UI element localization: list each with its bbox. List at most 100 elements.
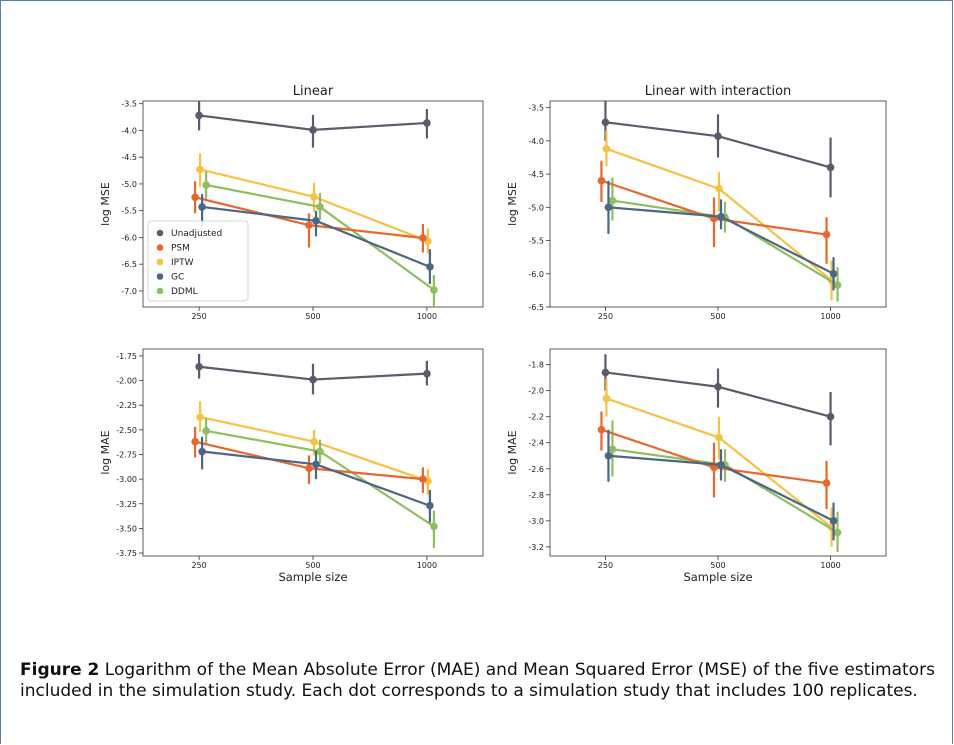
x-axis-label: Sample size [683,570,752,584]
series-ddml [202,171,438,307]
y-tick-label: -6.0 [121,233,137,242]
y-tick-label: -6.5 [121,260,137,269]
y-tick-label: -4.0 [528,137,544,146]
y-tick-label: -1.8 [528,361,544,370]
series-psm [191,426,427,493]
y-tick-label: -2.0 [528,387,544,396]
y-tick-label: -1.75 [116,352,137,361]
chart-title: Linear with interaction [645,84,792,99]
x-tick-label: 1000 [820,312,840,321]
y-tick-label: -3.50 [116,524,137,533]
y-tick-label: -2.8 [528,491,544,500]
x-tick-label: 500 [710,561,725,570]
y-tick-label: -4.5 [121,153,137,162]
series-gc [604,429,838,541]
y-tick-label: -3.25 [116,500,137,509]
data-point [195,362,203,371]
data-point [316,203,324,211]
data-point [198,203,206,211]
data-point [710,463,718,472]
figure-canvas: -3.5 -4.0 -4.5 -5.0 -5.5 -6.0 -6.5 -7.0 250 500 10… [99,84,887,584]
y-axis-label: log MAE [506,430,519,474]
chart-panel-2: -3.5 -4.0 -4.5 -5.0 -5.5 -6.0 -6.5 250 500 1000 Li… [506,84,887,321]
data-point [191,193,199,202]
series-psm [597,160,831,264]
data-point [602,394,611,403]
data-point [717,461,725,469]
data-point [202,181,210,189]
chart-title: Linear [293,84,334,99]
y-tick-label: -7.0 [121,287,137,296]
data-point [715,184,723,193]
series-gc [604,180,838,291]
legend-marker [156,273,164,280]
data-point [310,437,318,446]
x-tick-label: 500 [305,561,320,570]
data-point [597,176,606,185]
series-unadjusted [195,100,431,148]
x-axis-label: Sample size [278,570,347,584]
y-tick-label: -3.00 [116,475,137,484]
y-tick-label: -3.5 [528,104,544,113]
data-point [310,192,318,201]
x-tick-label: 500 [305,312,320,321]
y-tick-label: -2.25 [116,401,137,410]
series-gc [198,436,434,523]
series-unadjusted [601,101,835,198]
y-tick-label: -2.75 [116,450,137,459]
data-point [305,464,313,473]
data-point [822,479,831,487]
data-point [608,196,617,205]
legend-marker [156,229,164,237]
data-point [829,517,838,525]
data-point [316,447,324,456]
x-tick-label: 1000 [417,561,437,570]
chart-panel-3: -1.75 -2.00 -2.25 -2.50 -2.75 -3.00 -3.25 -3.50… [99,348,484,584]
data-point [430,286,438,294]
caption-text: Logarithm of the Mean Absolute Error (MA… [20,660,935,701]
chart-panel-4: -1.8 -2.0 -2.2 -2.4 -2.6 -2.8 -3.0 -3.2 250 500 10… [506,348,887,584]
legend-label: GC [171,273,184,283]
data-point [312,460,320,469]
legend-box [147,220,249,302]
data-point [597,425,606,434]
series-ddml [202,418,438,549]
series-unadjusted [601,354,835,446]
data-point [714,382,722,391]
data-point [312,217,320,225]
y-tick-label: -3.5 [121,100,137,109]
legend-marker [156,287,164,295]
legend-label: PSM [171,244,190,254]
series-ddml [608,420,842,553]
data-point [833,281,842,289]
data-point [714,132,722,141]
data-point [829,269,838,278]
series-iptw [602,378,836,547]
data-point [195,111,203,120]
data-point [423,369,431,378]
legend-label: Unadjusted [171,229,222,239]
data-point [196,413,204,421]
data-point [826,412,835,421]
data-point [305,221,313,229]
x-tick-label: 250 [598,561,613,570]
caption-label: Figure 2 [20,660,100,680]
series-unadjusted [195,353,431,395]
data-point [604,203,613,212]
x-tick-label: 1000 [417,312,437,321]
data-point [822,230,831,239]
data-point [604,451,613,460]
y-tick-label: -4.5 [528,170,544,179]
data-point [196,165,204,174]
x-tick-label: 250 [191,561,206,570]
x-tick-label: 250 [191,312,206,321]
series-psm [597,411,831,510]
data-point [426,263,434,271]
legend: Unadjusted PSM IPTW GC DDML [147,220,249,302]
y-tick-label: -6.0 [528,270,544,279]
y-axis-label: log MSE [99,182,112,226]
y-tick-label: -2.50 [116,426,137,435]
y-tick-label: -2.4 [528,439,544,448]
y-tick-label: -2.2 [528,413,544,422]
data-point [202,427,210,435]
